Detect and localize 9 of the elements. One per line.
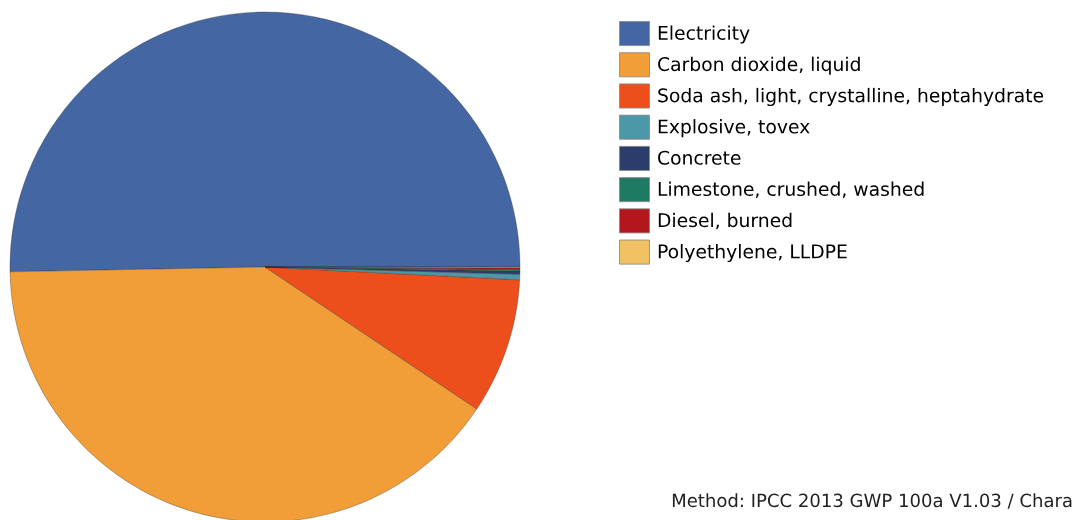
legend-label: Carbon dioxide, liquid xyxy=(658,56,860,75)
legend-label: Electricity xyxy=(658,25,750,44)
legend-label: Diesel, burned xyxy=(658,212,792,230)
legend-label: Polyethylene, LLDPE xyxy=(658,243,847,263)
legend-label: Concrete xyxy=(658,150,741,165)
text: Method: IPCC 2013 GWP 100a V1.03 / Chara xyxy=(672,493,1072,509)
legend-label: Explosive, tovex xyxy=(658,119,810,138)
legend-label: Limestone, crushed, washed xyxy=(658,181,924,198)
legend-label: Soda ash, light, crystalline, heptahydrate xyxy=(658,87,1044,107)
